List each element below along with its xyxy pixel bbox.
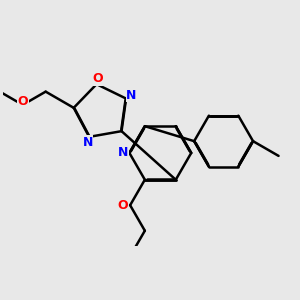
Text: N: N bbox=[118, 146, 128, 159]
Text: O: O bbox=[93, 72, 103, 86]
Text: N: N bbox=[82, 136, 93, 149]
Text: N: N bbox=[126, 88, 136, 102]
Text: O: O bbox=[17, 95, 28, 108]
Text: O: O bbox=[117, 199, 128, 212]
